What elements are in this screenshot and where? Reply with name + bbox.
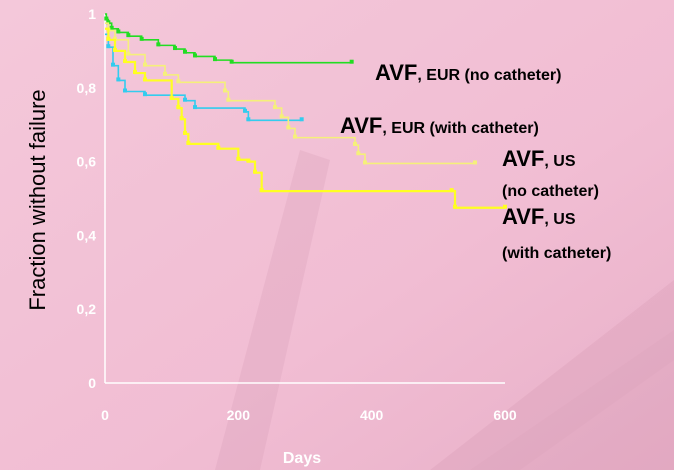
series-point-2 xyxy=(126,51,131,56)
series-point-3 xyxy=(246,158,251,163)
x-axis-title: Days xyxy=(283,450,321,467)
series-point-1 xyxy=(246,117,251,122)
annotation-eur-with-catheter-big: AVF xyxy=(340,113,382,138)
series-point-1 xyxy=(116,77,121,82)
y-tick-label: 0,8 xyxy=(77,80,97,96)
series-point-3 xyxy=(169,95,174,100)
annotation-us-with-catheter-big: AVF xyxy=(502,204,544,229)
series-point-0 xyxy=(193,53,197,58)
annotation-eur-with-catheter-small: , EUR (with catheter) xyxy=(382,120,538,137)
series-point-2 xyxy=(273,105,277,110)
y-tick-label: 0 xyxy=(88,375,96,391)
series-point-2 xyxy=(176,79,181,84)
series-point-2 xyxy=(473,160,477,165)
x-tick-label: 0 xyxy=(101,407,109,423)
series-point-0 xyxy=(109,25,114,30)
series-line-3 xyxy=(105,27,505,209)
series-point-3 xyxy=(449,188,454,193)
series-point-3 xyxy=(113,47,117,52)
annotation-us-with-catheter-line2: (with catheter) xyxy=(502,245,611,262)
series-point-1 xyxy=(123,88,127,93)
series-point-2 xyxy=(143,62,147,67)
y-tick-group: 0 0,2 0,4 0,6 0,8 1 xyxy=(77,6,97,391)
annotation-eur-no-catheter: AVF, EUR (no catheter) xyxy=(375,60,561,85)
series-point-3 xyxy=(123,58,127,63)
series-point-2 xyxy=(279,114,284,119)
series-point-0 xyxy=(104,16,109,21)
annotation-us-no-catheter-line2: (no catheter) xyxy=(502,183,599,200)
annotation-eur-no-catheter-small: , EUR (no catheter) xyxy=(417,67,561,84)
series-point-1 xyxy=(193,105,197,110)
x-tick-label: 600 xyxy=(493,407,517,423)
annotation-us-with-catheter: AVF, US xyxy=(502,204,576,229)
series-point-1 xyxy=(243,108,247,113)
series-point-1 xyxy=(299,117,304,122)
series-point-0 xyxy=(156,42,161,47)
x-tick-group: 0 200 400 600 xyxy=(101,407,517,423)
annotation-eur-no-catheter-big: AVF xyxy=(375,60,417,85)
annotation-us-no-catheter-small: , US xyxy=(544,153,575,170)
series-point-1 xyxy=(183,97,187,102)
series-point-0 xyxy=(183,49,187,54)
series-point-0 xyxy=(349,59,354,64)
series-point-2 xyxy=(363,160,367,165)
series-point-2 xyxy=(226,97,231,102)
series-point-3 xyxy=(143,77,147,82)
series-point-0 xyxy=(173,46,177,51)
series-point-3 xyxy=(179,116,184,121)
series-point-2 xyxy=(353,141,357,146)
series-point-0 xyxy=(213,57,217,62)
series-point-1 xyxy=(111,62,115,67)
series-point-3 xyxy=(216,145,221,150)
series-point-3 xyxy=(183,130,187,135)
series-point-3 xyxy=(453,204,457,209)
series-point-0 xyxy=(139,36,144,41)
x-tick-label: 400 xyxy=(360,407,384,423)
series-point-3 xyxy=(176,105,181,110)
series-point-3 xyxy=(133,70,137,75)
series-layer xyxy=(104,13,507,209)
background-watermark xyxy=(215,150,674,470)
series-point-1 xyxy=(143,92,147,97)
series-point-0 xyxy=(116,29,121,34)
annotation-us-no-catheter-big: AVF xyxy=(502,146,544,171)
series-point-2 xyxy=(293,134,297,139)
annotation-us-with-catheter-small: , US xyxy=(544,211,575,228)
series-point-0 xyxy=(106,20,111,25)
series-point-3 xyxy=(106,36,111,41)
series-point-3 xyxy=(253,169,257,174)
series-point-2 xyxy=(356,151,361,156)
y-tick-label: 0,2 xyxy=(77,301,97,317)
series-point-3 xyxy=(186,140,191,145)
y-axis-title: Fraction without failure xyxy=(25,89,50,310)
y-tick-label: 1 xyxy=(88,6,96,22)
annotation-eur-with-catheter: AVF, EUR (with catheter) xyxy=(340,113,539,138)
series-point-3 xyxy=(259,188,264,193)
series-point-0 xyxy=(229,59,234,64)
x-tick-label: 200 xyxy=(227,407,251,423)
series-point-2 xyxy=(223,88,227,93)
series-point-0 xyxy=(126,33,131,38)
series-point-2 xyxy=(163,71,167,76)
series-point-3 xyxy=(503,204,507,209)
y-tick-label: 0,4 xyxy=(77,227,97,243)
annotation-us-no-catheter: AVF, US xyxy=(502,146,576,171)
y-tick-label: 0,6 xyxy=(77,154,97,170)
series-point-1 xyxy=(106,44,111,49)
series-point-2 xyxy=(286,125,291,130)
series-point-3 xyxy=(236,156,241,161)
